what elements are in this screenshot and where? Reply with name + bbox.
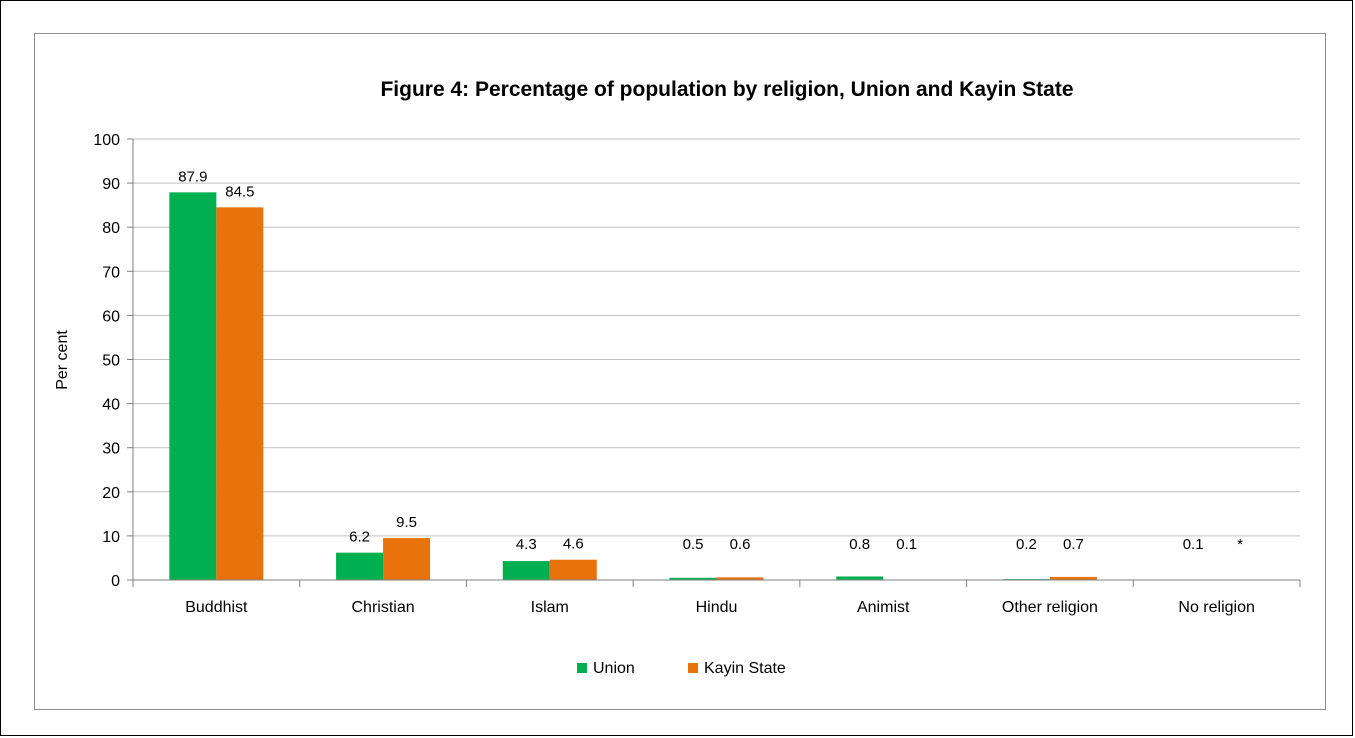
bar [336, 552, 384, 580]
data-label: 0.1 [896, 536, 917, 553]
data-label: 0.6 [730, 536, 751, 553]
data-label: 0.5 [683, 536, 704, 553]
data-label: 84.5 [225, 183, 254, 200]
data-label: 9.5 [396, 514, 417, 531]
y-tick-labels: 0 10 20 30 40 50 60 70 80 90 100 [93, 132, 120, 590]
bar [669, 577, 717, 580]
x-tick-label: Other religion [1002, 599, 1098, 616]
x-tick-label: Buddhist [185, 599, 248, 616]
y-tick-label: 70 [102, 264, 120, 281]
y-tick-label: 0 [111, 573, 120, 590]
chart-title: Figure 4: Percentage of population by re… [380, 78, 1073, 101]
bar [836, 576, 884, 580]
y-tick-label: 100 [93, 132, 120, 149]
data-labels: 87.9 84.5 6.2 9.5 4.3 4.6 0.5 0.6 0.8 0.1 0.2 0.7 0.… [178, 168, 1243, 553]
x-tick-label: No religion [1178, 599, 1254, 616]
bar [216, 207, 264, 581]
bar [716, 577, 764, 580]
bar [549, 559, 597, 580]
data-label: 87.9 [178, 168, 207, 185]
y-tick-label: 30 [102, 441, 120, 458]
legend-swatch [688, 663, 698, 673]
y-tick-label: 50 [102, 353, 120, 370]
legend-swatch [577, 663, 587, 673]
bar [383, 538, 431, 580]
data-label: 4.6 [563, 536, 584, 553]
data-label: 6.2 [349, 529, 370, 546]
y-tick-label: 60 [102, 308, 120, 325]
x-tick-labels: Buddhist Christian Islam Hindu Animist Other … [185, 599, 1255, 616]
x-tick-label: Islam [531, 599, 569, 616]
y-axis-label: Per cent [54, 330, 71, 390]
bars [169, 192, 1217, 581]
bar [169, 192, 217, 580]
gridlines [133, 138, 1300, 537]
bar [502, 561, 550, 580]
x-tick-label: Animist [857, 599, 910, 616]
axes [127, 138, 1301, 587]
x-tick-label: Christian [352, 599, 415, 616]
y-tick-label: 40 [102, 397, 120, 414]
data-label: 4.3 [516, 536, 537, 553]
y-tick-label: 20 [102, 485, 120, 502]
legend-label: Kayin State [704, 660, 786, 677]
data-label: * [1237, 536, 1243, 553]
data-label: 0.7 [1063, 536, 1084, 553]
data-label: 0.8 [849, 536, 870, 553]
x-tick-label: Hindu [696, 599, 738, 616]
bar [1049, 576, 1097, 580]
legend: Union Kayin State [577, 660, 786, 677]
data-label: 0.1 [1183, 536, 1204, 553]
y-tick-label: 90 [102, 176, 120, 193]
y-tick-label: 10 [102, 529, 120, 546]
data-label: 0.2 [1016, 536, 1037, 553]
legend-label: Union [593, 660, 635, 677]
y-tick-label: 80 [102, 220, 120, 237]
